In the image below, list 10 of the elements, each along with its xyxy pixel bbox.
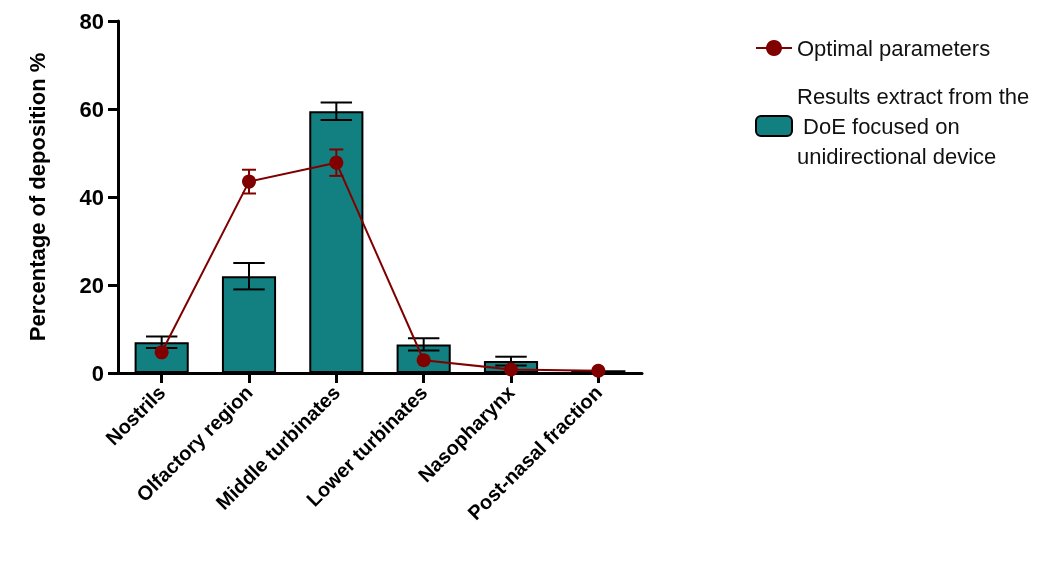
point xyxy=(504,362,518,377)
y-tick-label: 80 xyxy=(79,8,104,34)
legend-label: Optimal parameters xyxy=(797,35,991,61)
y-tick-label: 20 xyxy=(79,272,104,298)
y-axis-title: Percentage of deposition % xyxy=(24,52,50,342)
y-tick-label: 60 xyxy=(79,96,104,122)
y-tick-label: 40 xyxy=(79,184,104,210)
y-tick-label: 0 xyxy=(91,360,104,386)
point xyxy=(591,363,606,378)
legend-label: Results extract from the DoE focused on unidirectional device xyxy=(797,83,1030,169)
